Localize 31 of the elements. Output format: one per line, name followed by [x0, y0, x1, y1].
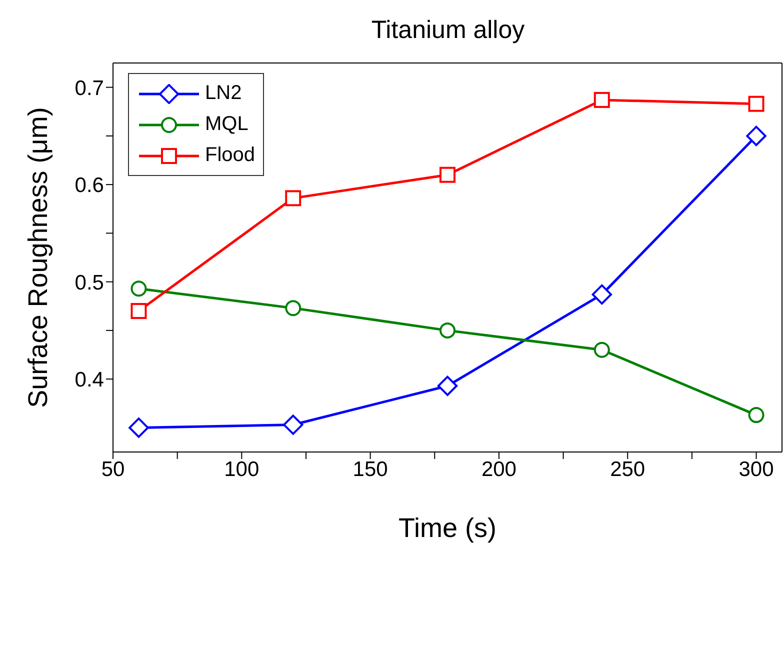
point: [748, 96, 764, 112]
point: [746, 126, 766, 146]
point: [440, 322, 456, 338]
x-tick-label: 200: [481, 458, 516, 481]
point: [440, 166, 456, 183]
point: [130, 302, 147, 319]
y-tick-label: 0.5: [74, 271, 104, 294]
x-tick-label: 100: [224, 458, 260, 481]
x-axis-title: Time (s): [398, 513, 496, 543]
y-axis-title: Surface Roughness (μm): [23, 107, 53, 408]
point: [285, 190, 302, 206]
x-tick-label: 300: [738, 458, 774, 481]
x-tick-label: 150: [352, 458, 388, 481]
y-tick-label: 0.4: [74, 368, 104, 392]
point: [594, 342, 610, 358]
point: [748, 407, 764, 424]
legend-label: MQL: [205, 113, 248, 136]
x-tick-label: 250: [610, 458, 646, 481]
point: [437, 376, 458, 396]
point: [130, 280, 147, 297]
y-tick-label: 0.6: [74, 174, 104, 198]
point: [128, 418, 149, 438]
point: [592, 284, 612, 305]
chart-title: Titanium alloy: [370, 16, 526, 45]
y-tick-label: 0.7: [74, 76, 104, 100]
legend-label: Flood: [205, 144, 256, 167]
point: [283, 414, 304, 435]
legend-label: LN2: [205, 82, 242, 105]
x-tick-label: 50: [101, 458, 125, 481]
point: [594, 92, 610, 108]
point: [285, 300, 302, 316]
